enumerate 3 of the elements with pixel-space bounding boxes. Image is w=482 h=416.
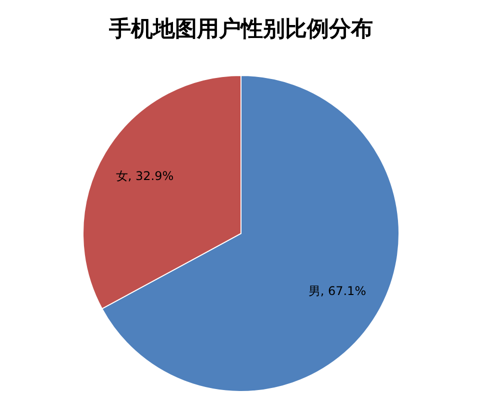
slice-label: 女, 32.9% (116, 169, 174, 184)
slice-label: 男, 67.1% (308, 284, 366, 298)
chart-title: 手机地图用户性别比例分布 (108, 16, 373, 42)
